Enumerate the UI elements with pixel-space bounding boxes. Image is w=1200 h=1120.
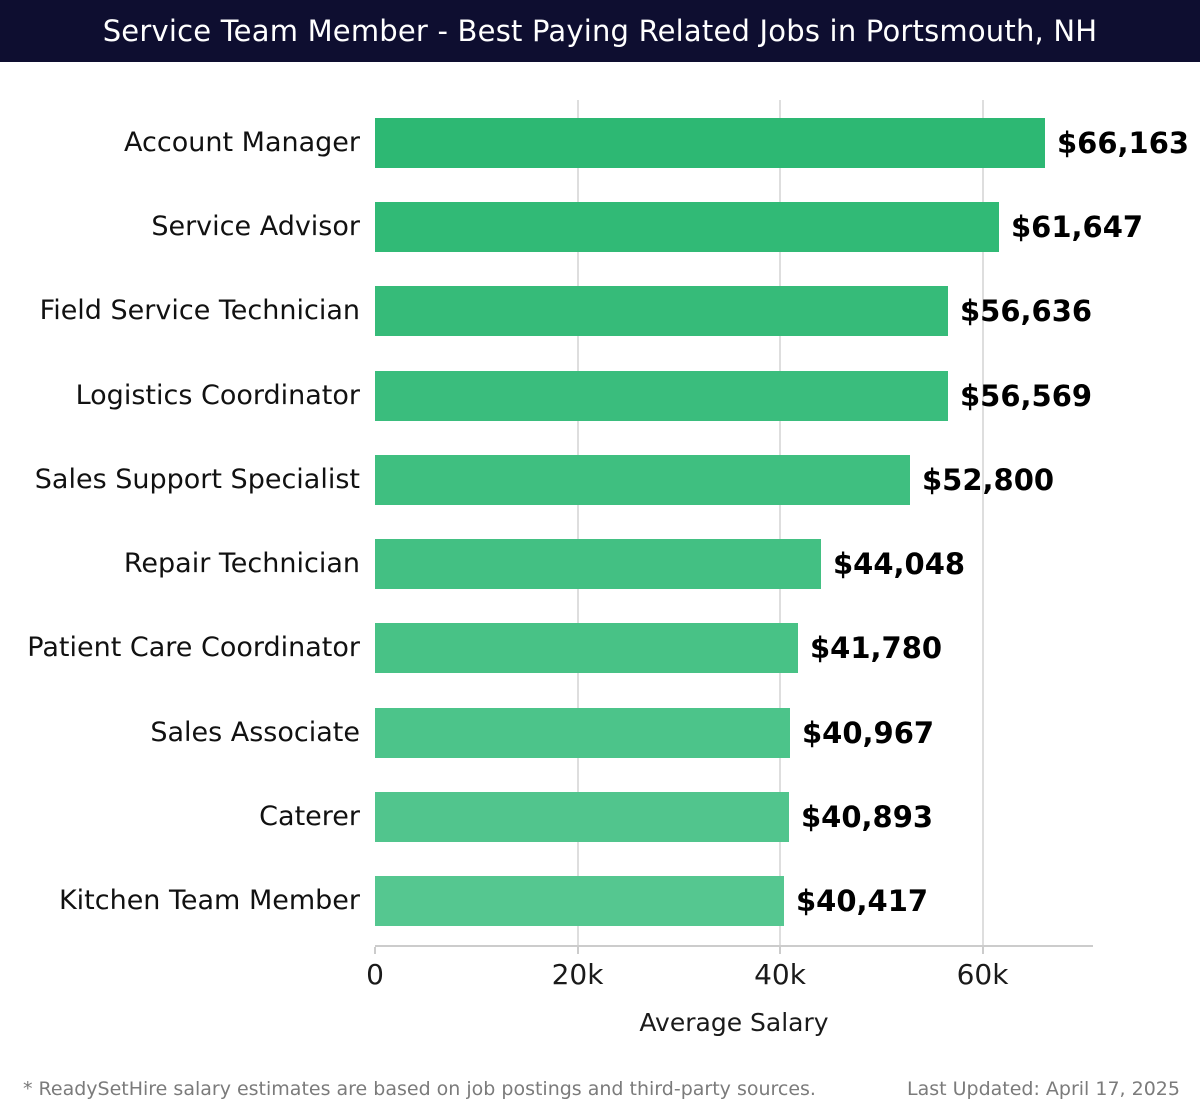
- category-label: Sales Associate: [150, 717, 360, 748]
- value-label: $44,048: [833, 547, 966, 581]
- category-label: Logistics Coordinator: [75, 380, 360, 411]
- value-label: $41,780: [810, 631, 943, 665]
- x-axis-line: [375, 945, 1093, 947]
- value-label: $56,569: [960, 379, 1093, 413]
- x-tick-mark: [981, 947, 984, 954]
- value-label: $66,163: [1057, 126, 1190, 160]
- salary-bar: [375, 118, 1045, 168]
- category-label: Caterer: [259, 801, 360, 832]
- salary-bar: [375, 286, 948, 336]
- salary-bar: [375, 792, 789, 842]
- gridline: [779, 100, 781, 945]
- value-label: $56,636: [960, 294, 1093, 328]
- category-label: Sales Support Specialist: [34, 464, 360, 495]
- value-label: $61,647: [1011, 210, 1144, 244]
- footer: * ReadySetHire salary estimates are base…: [0, 1078, 1200, 1100]
- last-updated: Last Updated: April 17, 2025: [906, 1078, 1180, 1100]
- salary-bar: [375, 455, 910, 505]
- salary-bar: [375, 202, 999, 252]
- salary-bar: [375, 371, 948, 421]
- category-label: Field Service Technician: [39, 295, 360, 326]
- x-tick-mark: [374, 947, 376, 954]
- category-label: Kitchen Team Member: [58, 885, 360, 916]
- category-label: Repair Technician: [123, 548, 360, 579]
- value-label: $40,417: [796, 884, 929, 918]
- x-tick-label: 60k: [956, 958, 1009, 991]
- salary-bar: [375, 623, 798, 673]
- x-tick-label: 40k: [754, 958, 806, 991]
- value-label: $52,800: [922, 463, 1055, 497]
- salary-bar: [375, 539, 821, 589]
- salary-bar: [375, 708, 790, 758]
- category-label: Account Manager: [124, 127, 360, 158]
- gridline: [576, 100, 579, 945]
- gridline: [981, 100, 984, 945]
- x-axis-label: Average Salary: [639, 1008, 829, 1037]
- category-label: Service Advisor: [151, 211, 360, 242]
- value-label: $40,967: [802, 716, 935, 750]
- x-tick-label: 0: [366, 958, 384, 991]
- category-label: Patient Care Coordinator: [27, 632, 360, 663]
- header-bar: Service Team Member - Best Paying Relate…: [0, 0, 1200, 62]
- x-tick-mark: [576, 947, 579, 954]
- footnote: * ReadySetHire salary estimates are base…: [23, 1078, 816, 1100]
- salary-bar: [375, 876, 784, 926]
- x-tick-mark: [779, 947, 781, 954]
- value-label: $40,893: [801, 800, 934, 834]
- chart-title: Service Team Member - Best Paying Relate…: [102, 14, 1098, 48]
- x-tick-label: 20k: [551, 958, 604, 991]
